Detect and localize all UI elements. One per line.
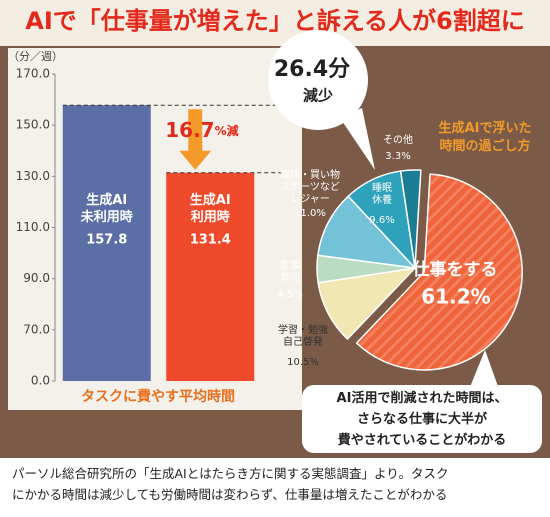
pie-title: 生成AIで浮いた時間の過ごし方 [439,120,532,154]
bar [62,105,151,381]
bubble-label: 減少 [303,87,333,105]
title-band [0,0,550,46]
y-tick-label: 110.0 [16,220,50,234]
y-tick-label: 70.0 [23,322,50,336]
y-tick-label: 130.0 [16,169,50,183]
pie-slice [399,169,422,269]
caption-band [0,458,550,517]
value-label: 131.4 [190,233,231,248]
slice-stripes [356,174,523,370]
bar-panel [8,48,302,410]
bar [166,172,255,381]
slice-label: 家事育児 [280,259,300,284]
annotation: 16.7%減 [165,118,238,142]
annotation-value: 16.7 [165,118,214,142]
value-label: 157.8 [86,233,127,248]
title: AIで「仕事量が増えた」と訴える人が6割超に [25,7,524,35]
category-label: 生成AI 利用時 [190,192,231,225]
slice-label: 学習・勉強自己啓発 [278,323,328,348]
y-tick-label: 90.0 [23,271,50,285]
slice-value: 3.3% [385,151,410,162]
y-tick-label: 150.0 [16,118,50,132]
slice-label: 睡眠休養 [372,181,392,206]
slice-label: その他 [383,133,413,146]
slice-label: 仕事をする [412,259,498,280]
slice-label: 趣味・買い物スポーツなどレジャー [280,168,340,205]
slice-value: 11.0% [294,208,326,219]
callout-pointer [468,350,500,392]
slice-value: 9.6% [369,215,394,226]
slice-value: 61.2% [421,285,490,309]
category-label: 生成AI 未利用時 [80,192,133,225]
annotation-unit: %減 [215,123,239,138]
y-tick-label: 170.0 [16,67,50,81]
y-axis-label: （分／週） [8,50,63,63]
caption: パーソル総合研究所の「生成AIとはたらき方に関する実態調査」より。タスクにかかる… [12,466,449,502]
y-tick-label: 0.0 [31,374,50,388]
arrow [179,109,212,170]
bubble-pointer [340,108,375,170]
pie-slice [316,195,417,270]
bubble-value: 26.4分 [274,57,350,82]
callout: AI活用で削減された時間は、さらなる仕事に大半が費やされていることがわかる [337,390,508,448]
callout-box [302,385,542,453]
slice-value: 10.5% [287,357,319,368]
slice-value: 4.5% [277,289,302,300]
x-axis-label: タスクに費やす平均時間 [81,388,235,405]
bubble [268,30,368,130]
